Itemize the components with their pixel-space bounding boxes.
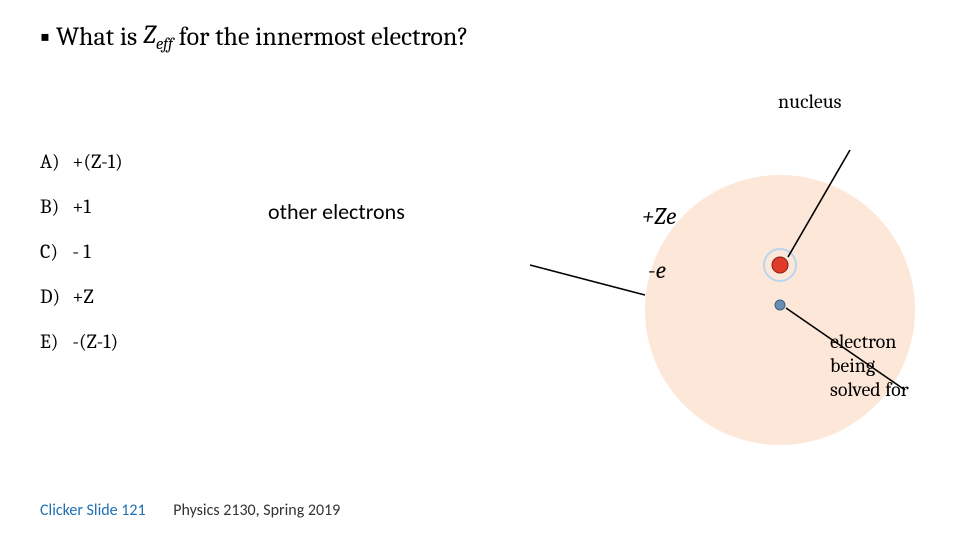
answer-b: B) +1 xyxy=(40,195,123,218)
answer-d: D) +Z xyxy=(40,285,123,308)
answer-a-text: +(Z-1) xyxy=(72,150,122,173)
title-prefix: What is xyxy=(56,22,137,52)
plus-ze-label: +Ze xyxy=(642,202,676,230)
zeff-symbol: Zeff xyxy=(143,20,173,54)
answer-c: C) - 1 xyxy=(40,240,123,263)
answer-c-text: - 1 xyxy=(72,240,90,263)
answer-b-text: +1 xyxy=(72,195,90,218)
zeff-z: Z xyxy=(143,20,156,50)
answer-d-label: D) xyxy=(40,285,68,308)
answer-a: A) +(Z-1) xyxy=(40,150,123,173)
atom-diagram: nucleus +Ze -e electron being solved for xyxy=(520,120,940,440)
title-suffix: for the innermost electron? xyxy=(179,22,469,52)
electron-solved-label: electron being solved for xyxy=(830,330,940,402)
answer-e-label: E) xyxy=(40,330,68,353)
course-label: Physics 2130, Spring 2019 xyxy=(173,501,340,520)
zeff-sub: eff xyxy=(156,35,173,54)
bullet-icon: ▪ xyxy=(40,23,50,51)
electron-solved-line2: solved for xyxy=(830,378,940,402)
answer-c-label: C) xyxy=(40,240,68,263)
other-electrons-label: other electrons xyxy=(268,198,405,225)
atom-svg xyxy=(520,120,960,460)
question-title: ▪ What is Zeff for the innermost electro… xyxy=(40,20,468,54)
slide-number-label: Clicker Slide 121 xyxy=(40,501,146,520)
nucleus-label: nucleus xyxy=(778,90,842,113)
answer-e: E) -(Z-1) xyxy=(40,330,123,353)
nucleus-dot xyxy=(772,257,788,273)
answer-list: A) +(Z-1) B) +1 C) - 1 D) +Z E) -(Z-1) xyxy=(40,150,123,375)
other-electrons-pointer xyxy=(530,265,645,295)
answer-e-text: -(Z-1) xyxy=(72,330,118,353)
answer-b-label: B) xyxy=(40,195,68,218)
minus-e-label: -e xyxy=(648,256,666,284)
answer-d-text: +Z xyxy=(72,285,93,308)
electron-solved-line1: electron being xyxy=(830,330,940,378)
answer-a-label: A) xyxy=(40,150,68,173)
slide-footer: Clicker Slide 121 Physics 2130, Spring 2… xyxy=(40,501,340,520)
innermost-electron-dot xyxy=(775,300,785,310)
